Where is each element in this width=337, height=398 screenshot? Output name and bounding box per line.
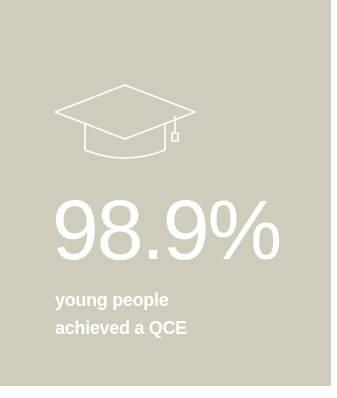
graduation-cap-icon xyxy=(54,84,196,159)
stat-label-line: achieved a QCE xyxy=(55,318,187,338)
cap-board xyxy=(54,84,196,140)
stat-card: 98.9% young people achieved a QCE xyxy=(0,0,331,386)
stat-value: 98.9% xyxy=(52,183,282,277)
tassel xyxy=(171,132,179,142)
stat-label-line: young people xyxy=(55,290,169,310)
cap-body xyxy=(84,124,166,159)
stat-label: young people achieved a QCE xyxy=(55,286,187,342)
